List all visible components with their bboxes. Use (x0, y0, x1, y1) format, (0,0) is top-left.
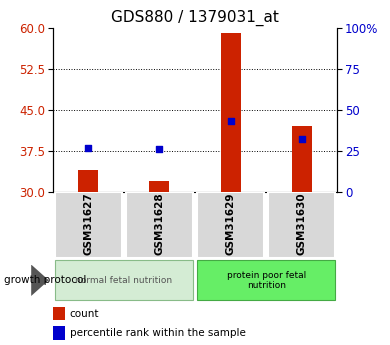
Bar (197, 260, 335, 300)
Text: GSM31627: GSM31627 (83, 192, 93, 255)
Bar (221, 33, 241, 192)
Bar (149, 181, 169, 192)
Text: GSM31630: GSM31630 (297, 192, 307, 255)
Bar (55, 192, 122, 258)
Bar (292, 126, 312, 192)
Text: GSM31628: GSM31628 (154, 192, 165, 255)
Bar (53, 326, 66, 339)
Text: percentile rank within the sample: percentile rank within the sample (70, 328, 246, 338)
Bar (268, 192, 335, 258)
Bar (53, 307, 66, 320)
Bar (55, 260, 193, 300)
Bar (78, 170, 98, 192)
Text: normal fetal nutrition: normal fetal nutrition (75, 276, 172, 285)
Title: GDS880 / 1379031_at: GDS880 / 1379031_at (111, 10, 279, 26)
Bar (197, 192, 264, 258)
Bar (126, 192, 193, 258)
Text: growth protocol: growth protocol (4, 275, 86, 285)
Point (156, 147, 163, 152)
Text: protein poor fetal
nutrition: protein poor fetal nutrition (227, 270, 306, 290)
Point (85, 145, 91, 150)
Text: GSM31629: GSM31629 (225, 193, 236, 255)
Point (227, 119, 234, 124)
Point (299, 137, 305, 142)
Polygon shape (31, 265, 49, 296)
Text: count: count (70, 308, 99, 318)
